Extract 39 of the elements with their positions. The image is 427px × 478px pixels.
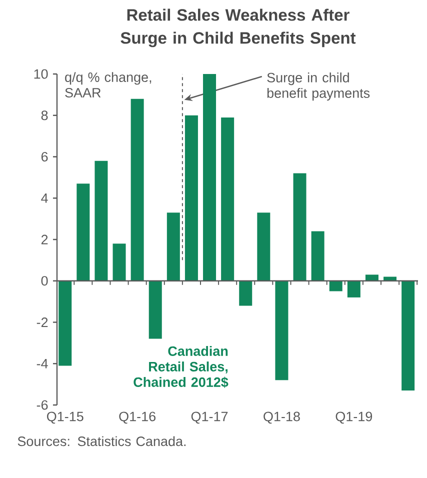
y-tick-label: 2 — [41, 234, 48, 244]
bar — [384, 276, 397, 281]
source-note: Sources: Statistics Canada. — [18, 436, 186, 446]
y-tick-label: 0 — [41, 276, 48, 286]
x-tick-label: Q1-16 — [119, 412, 156, 424]
y-tick-label: -6 — [36, 400, 48, 410]
bar — [166, 212, 180, 281]
bar — [257, 212, 270, 281]
y-tick-label: 4 — [41, 193, 48, 203]
bar — [203, 74, 216, 281]
x-tick-label: Q1-18 — [264, 412, 300, 424]
bar — [329, 280, 342, 292]
bar — [347, 280, 360, 298]
bar — [365, 274, 378, 281]
chart-title: Retail Sales Weakness After Surge in Child Benefits Spent — [120, 8, 356, 48]
bar — [239, 280, 252, 306]
series-label: Canadian Retail Sales, Chained 2012$ — [134, 346, 228, 388]
x-tick-label: Q1-19 — [336, 412, 372, 424]
bar — [221, 117, 234, 281]
bar — [58, 280, 72, 366]
y-tick-label: -2 — [36, 318, 48, 327]
y-tick-label: -4 — [36, 358, 48, 368]
x-tick-label: Q1-15 — [47, 412, 84, 424]
y-tick-label: 8 — [41, 110, 48, 120]
y-tick-label: 10 — [34, 69, 48, 79]
bar — [76, 184, 90, 281]
bar — [275, 280, 288, 380]
bar — [112, 244, 126, 281]
bar — [311, 231, 324, 281]
bar — [148, 280, 162, 339]
annotation: Surge in child benefit payments — [267, 72, 370, 101]
bar — [293, 173, 306, 281]
x-tick-label: Q1-17 — [191, 412, 228, 424]
bar — [184, 115, 198, 281]
y-tick-label: 6 — [41, 152, 48, 162]
bar — [130, 98, 144, 281]
bar — [402, 280, 415, 391]
y-axis-title: q/q % change, SAAR — [65, 72, 152, 98]
bar — [94, 160, 108, 281]
